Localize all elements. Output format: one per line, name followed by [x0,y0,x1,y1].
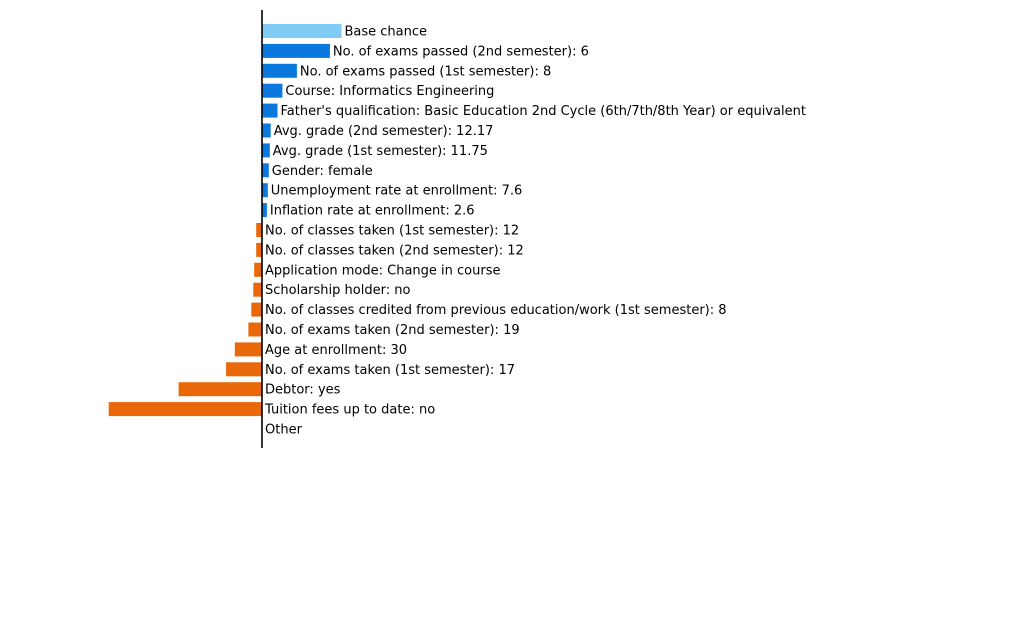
bar-label-19: Tuition fees up to date: no [264,403,435,418]
bar-8 [262,183,268,198]
bar-label-2: No. of exams passed (1st semester): 8 [300,64,551,79]
bars-layer [108,24,342,417]
bar-19 [108,402,262,417]
bar-label-8: Unemployment rate at enrollment: 7.6 [271,184,522,199]
bar-label-7: Gender: female [272,164,373,179]
bar-9 [262,203,267,218]
bar-13 [253,282,262,297]
bar-15 [248,322,262,337]
bar-label-4: Father's qualification: Basic Education … [281,104,806,119]
bar-label-5: Avg. grade (2nd semester): 12.17 [274,124,494,139]
bar-4 [262,103,278,118]
bar-label-17: No. of exams taken (1st semester): 17 [265,363,515,378]
bar-10 [256,223,262,237]
bar-18 [178,382,262,397]
bar-label-6: Avg. grade (1st semester): 11.75 [273,144,488,159]
bar-label-15: No. of exams taken (2nd semester): 19 [265,323,520,338]
bar-label-3: Course: Informatics Engineering [285,84,494,99]
bar-label-16: Age at enrollment: 30 [265,343,407,358]
bar-14 [251,302,262,317]
bar-label-11: No. of classes taken (2nd semester): 12 [265,243,524,258]
bar-0 [262,24,342,38]
bar-3 [262,83,283,98]
bar-16 [234,342,262,357]
bar-label-12: Application mode: Change in course [265,263,501,278]
bar-label-18: Debtor: yes [265,383,341,398]
bar-label-10: No. of classes taken (1st semester): 12 [265,224,519,239]
bar-label-0: Base chance [345,25,428,40]
bar-5 [262,123,271,138]
labels-layer: Base chance No. of exams passed (2nd seme… [264,25,806,438]
bar-1 [262,43,330,58]
bar-12 [254,262,262,277]
bar-label-14: No. of classes credited from previous ed… [265,303,727,318]
bar-label-13: Scholarship holder: no [265,283,410,298]
bar-11 [256,242,262,257]
bar-7 [262,163,269,178]
bar-label-9: Inflation rate at enrollment: 2.6 [270,204,475,219]
bar-label-1: No. of exams passed (2nd semester): 6 [333,44,589,59]
bar-label-20: Other [265,423,303,438]
bar-17 [226,362,262,377]
bar-6 [262,143,270,158]
bar-2 [262,63,297,78]
